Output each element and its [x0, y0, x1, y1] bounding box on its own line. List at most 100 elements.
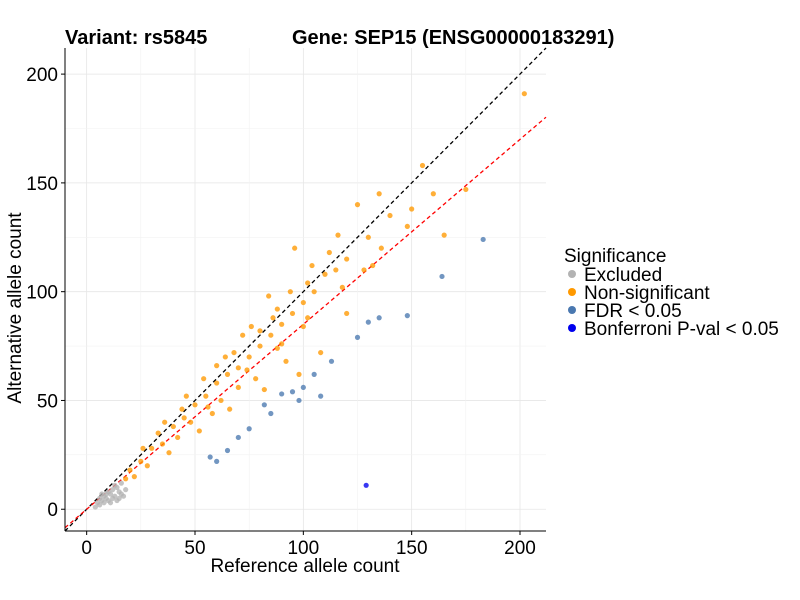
point-non-significant	[430, 191, 436, 197]
point-non-significant	[205, 404, 211, 410]
y-tick-label: 100	[26, 283, 58, 304]
point-non-significant	[296, 371, 302, 377]
point-excluded	[114, 497, 120, 504]
point-non-significant	[257, 328, 263, 334]
point-non-significant	[261, 386, 267, 393]
point-non-significant	[140, 445, 146, 451]
point-non-significant	[123, 476, 129, 482]
point-non-significant	[248, 323, 254, 330]
point-non-significant	[322, 271, 328, 277]
point-non-significant	[376, 191, 382, 197]
point-non-significant	[162, 419, 168, 425]
point-excluded	[110, 487, 116, 493]
point-fdr-0-05	[246, 426, 252, 432]
point-fdr-0-05	[300, 384, 306, 391]
point-fdr-0-05	[279, 391, 285, 397]
point-non-significant	[175, 434, 181, 441]
point-excluded	[118, 491, 124, 497]
point-non-significant	[300, 323, 306, 330]
point-non-significant	[274, 306, 280, 312]
point-non-significant	[138, 458, 144, 464]
point-non-significant	[309, 262, 315, 269]
reference-line-identity	[64, 47, 547, 532]
point-non-significant	[240, 332, 246, 338]
point-non-significant	[266, 293, 272, 299]
point-non-significant	[166, 450, 172, 456]
y-tick-label: 50	[37, 391, 58, 412]
point-non-significant	[159, 441, 166, 447]
point-non-significant	[257, 343, 263, 349]
legend: Significance ExcludedNon-significantFDR …	[564, 246, 779, 340]
data-points	[92, 91, 527, 510]
chart-title-gene: Gene: SEP15 (ENSG00000183291)	[292, 27, 614, 49]
point-non-significant	[218, 397, 224, 404]
point-non-significant	[235, 365, 241, 371]
point-excluded	[107, 491, 114, 497]
point-non-significant	[188, 419, 194, 425]
point-non-significant	[227, 406, 233, 412]
x-tick-label: 150	[396, 538, 428, 559]
point-non-significant	[370, 262, 376, 269]
point-non-significant	[274, 345, 280, 351]
legend-title: Significance	[564, 246, 666, 267]
point-non-significant	[235, 384, 241, 391]
point-non-significant	[196, 428, 202, 434]
point-fdr-0-05	[404, 313, 410, 319]
point-non-significant	[155, 430, 161, 436]
point-non-significant	[289, 310, 296, 317]
point-non-significant	[144, 463, 150, 469]
x-tick-label: 100	[287, 538, 319, 559]
x-tick-label: 0	[81, 538, 92, 559]
point-non-significant	[231, 349, 237, 356]
point-fdr-0-05	[268, 410, 274, 417]
point-non-significant	[305, 280, 311, 286]
point-non-significant	[170, 423, 176, 430]
point-non-significant	[183, 393, 189, 399]
point-non-significant	[305, 315, 311, 321]
legend-label-bonferroni-p-val-0-05: Bonferroni P-val < 0.05	[584, 319, 779, 340]
point-bonferroni-p-val-0-05	[363, 482, 369, 488]
legend-key-excluded	[568, 270, 576, 278]
point-non-significant	[131, 474, 137, 480]
point-non-significant	[463, 186, 469, 193]
point-fdr-0-05	[311, 371, 317, 377]
point-non-significant	[283, 358, 289, 364]
point-non-significant	[214, 363, 220, 369]
x-axis-title: Reference allele count	[210, 556, 400, 577]
x-tick-label: 50	[184, 538, 205, 559]
point-fdr-0-05	[328, 358, 335, 364]
point-non-significant	[378, 245, 384, 251]
point-non-significant	[339, 284, 345, 290]
point-fdr-0-05	[480, 236, 486, 243]
legend-key-bonferroni-p-val-0-05	[568, 324, 576, 332]
point-non-significant	[441, 232, 447, 238]
point-excluded	[103, 491, 109, 497]
point-non-significant	[222, 354, 228, 360]
point-excluded	[99, 491, 105, 497]
point-non-significant	[244, 367, 250, 373]
point-fdr-0-05	[261, 402, 267, 408]
point-non-significant	[311, 289, 317, 295]
point-non-significant	[279, 321, 285, 327]
y-axis-title: Alternative allele count	[5, 212, 26, 404]
point-fdr-0-05	[439, 273, 445, 280]
point-fdr-0-05	[376, 315, 382, 321]
point-fdr-0-05	[207, 454, 213, 460]
axes: 0 50 100 150 200 0 50 100 150 200	[26, 48, 546, 559]
point-fdr-0-05	[235, 434, 241, 441]
legend-key-non-significant	[568, 288, 576, 296]
y-tick-label: 0	[47, 500, 58, 521]
point-fdr-0-05	[296, 397, 302, 404]
point-fdr-0-05	[318, 393, 324, 399]
point-non-significant	[149, 445, 155, 451]
point-fdr-0-05	[289, 389, 296, 395]
point-non-significant	[201, 376, 207, 382]
point-non-significant	[203, 393, 209, 399]
point-non-significant	[333, 267, 339, 273]
point-fdr-0-05	[365, 319, 371, 325]
point-excluded	[123, 487, 129, 493]
grid	[65, 48, 546, 531]
point-non-significant	[387, 212, 393, 219]
point-non-significant	[354, 202, 361, 208]
point-non-significant	[179, 406, 185, 412]
